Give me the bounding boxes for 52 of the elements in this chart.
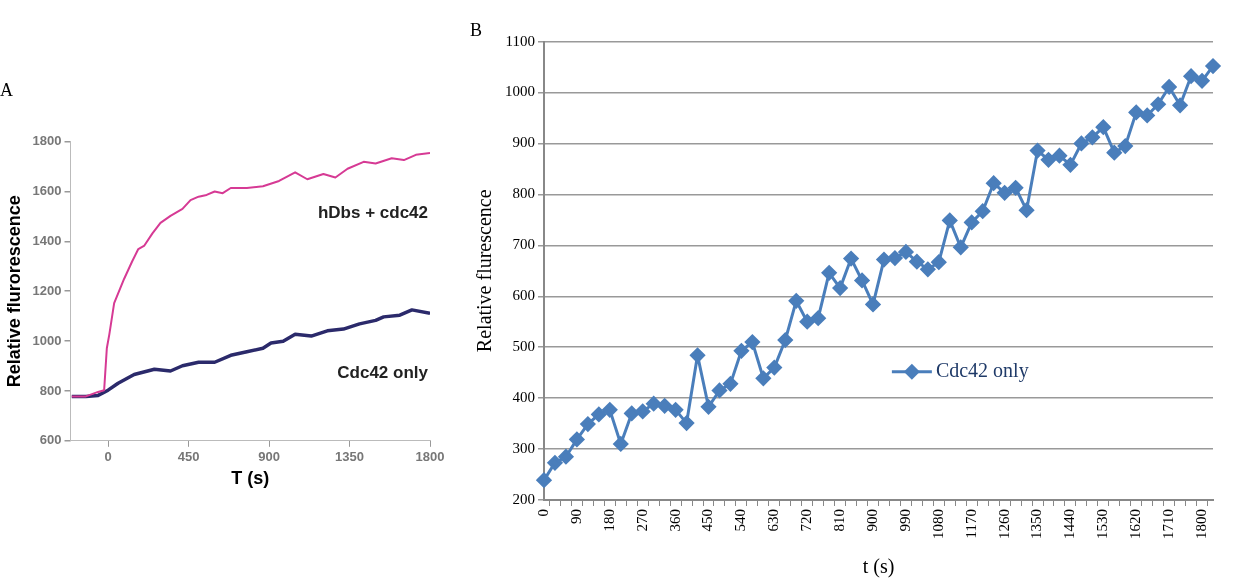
y-tick-label: 1100 <box>505 32 535 49</box>
x-tick-label: 720 <box>798 509 815 532</box>
chart-title: B <box>470 19 483 40</box>
x-axis-title: T (s) <box>231 468 270 489</box>
x-tick-label: 1080 <box>929 509 946 539</box>
y-tick-label: 600 <box>39 432 62 448</box>
x-tick-label: 450 <box>177 449 200 465</box>
x-axis-title: t (s) <box>862 555 895 579</box>
x-tick-label: 1530 <box>1094 509 1111 539</box>
y-axis-title: Relative flurescence <box>473 189 496 353</box>
x-tick-label: 810 <box>831 509 848 532</box>
y-tick-label: 700 <box>512 236 535 253</box>
x-tick-label: 270 <box>633 509 650 532</box>
x-tick-label: 1440 <box>1061 509 1078 539</box>
x-tick-label: 900 <box>863 509 880 532</box>
x-tick-label: 0 <box>104 449 112 465</box>
y-tick-label: 500 <box>512 338 535 355</box>
y-tick-label: 1200 <box>32 282 62 298</box>
y-tick-label: 400 <box>512 389 535 406</box>
x-tick-label: 1800 <box>1192 509 1209 539</box>
y-tick-label: 1800 <box>32 133 62 149</box>
x-tick-label: 180 <box>600 509 617 532</box>
y-tick-label: 200 <box>512 490 535 507</box>
x-tick-label: 900 <box>258 449 280 465</box>
y-tick-label: 600 <box>512 287 535 304</box>
x-tick-label: 1170 <box>962 509 979 539</box>
y-axis-title: Relative flurorescence <box>3 195 24 388</box>
x-tick-label: 1260 <box>995 509 1012 539</box>
y-tick-label: 1400 <box>32 232 62 248</box>
y-tick-label: 1600 <box>32 183 62 199</box>
x-tick-label: 90 <box>567 509 584 524</box>
y-tick-label: 300 <box>512 440 535 456</box>
y-tick-label: 800 <box>512 185 535 202</box>
x-tick-label: 1710 <box>1160 509 1177 539</box>
y-tick-label: 900 <box>512 134 535 151</box>
x-tick-label: 1350 <box>335 449 364 465</box>
x-tick-label: 360 <box>666 509 683 532</box>
x-tick-label: 1800 <box>415 449 445 465</box>
x-tick-label: 1350 <box>1028 509 1045 539</box>
x-tick-label: 990 <box>896 509 913 532</box>
series-label: hDbs + cdc42 <box>317 202 428 222</box>
series-label: Cdc42 only <box>337 363 429 383</box>
chart-title: A <box>0 79 13 100</box>
x-tick-label: 0 <box>534 509 551 517</box>
x-tick-label: 1620 <box>1127 509 1144 539</box>
legend-label: Cdc42 only <box>935 358 1029 382</box>
x-tick-label: 540 <box>732 509 749 532</box>
y-tick-label: 1000 <box>505 83 535 100</box>
y-tick-label: 800 <box>39 382 62 398</box>
y-tick-label: 1000 <box>32 332 62 348</box>
x-tick-label: 450 <box>699 509 716 532</box>
x-tick-label: 630 <box>765 509 782 532</box>
